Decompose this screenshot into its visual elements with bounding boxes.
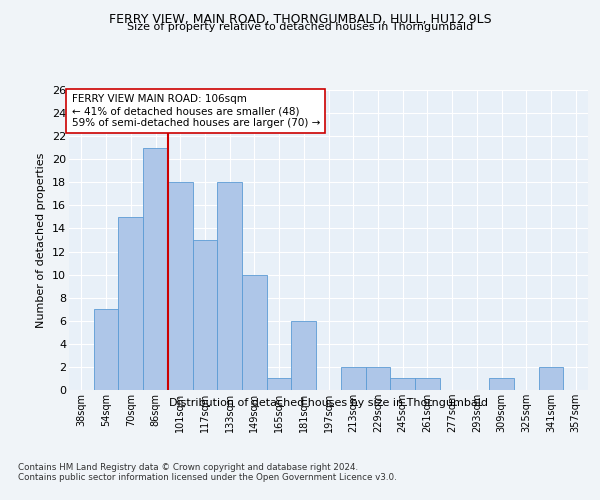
Bar xyxy=(217,182,242,390)
Y-axis label: Number of detached properties: Number of detached properties xyxy=(37,152,46,328)
Bar xyxy=(267,378,292,390)
Bar xyxy=(365,367,390,390)
Text: Contains HM Land Registry data © Crown copyright and database right 2024.
Contai: Contains HM Land Registry data © Crown c… xyxy=(18,462,397,482)
Bar xyxy=(143,148,168,390)
Text: Size of property relative to detached houses in Thorngumbald: Size of property relative to detached ho… xyxy=(127,22,473,32)
Bar xyxy=(489,378,514,390)
Bar xyxy=(118,217,143,390)
Bar xyxy=(94,309,118,390)
Bar xyxy=(242,274,267,390)
Bar xyxy=(415,378,440,390)
Bar xyxy=(341,367,365,390)
Bar xyxy=(193,240,217,390)
Text: FERRY VIEW MAIN ROAD: 106sqm
← 41% of detached houses are smaller (48)
59% of se: FERRY VIEW MAIN ROAD: 106sqm ← 41% of de… xyxy=(71,94,320,128)
Bar xyxy=(390,378,415,390)
Text: FERRY VIEW, MAIN ROAD, THORNGUMBALD, HULL, HU12 9LS: FERRY VIEW, MAIN ROAD, THORNGUMBALD, HUL… xyxy=(109,12,491,26)
Bar xyxy=(292,321,316,390)
Bar xyxy=(539,367,563,390)
Text: Distribution of detached houses by size in Thorngumbald: Distribution of detached houses by size … xyxy=(169,398,488,407)
Bar xyxy=(168,182,193,390)
